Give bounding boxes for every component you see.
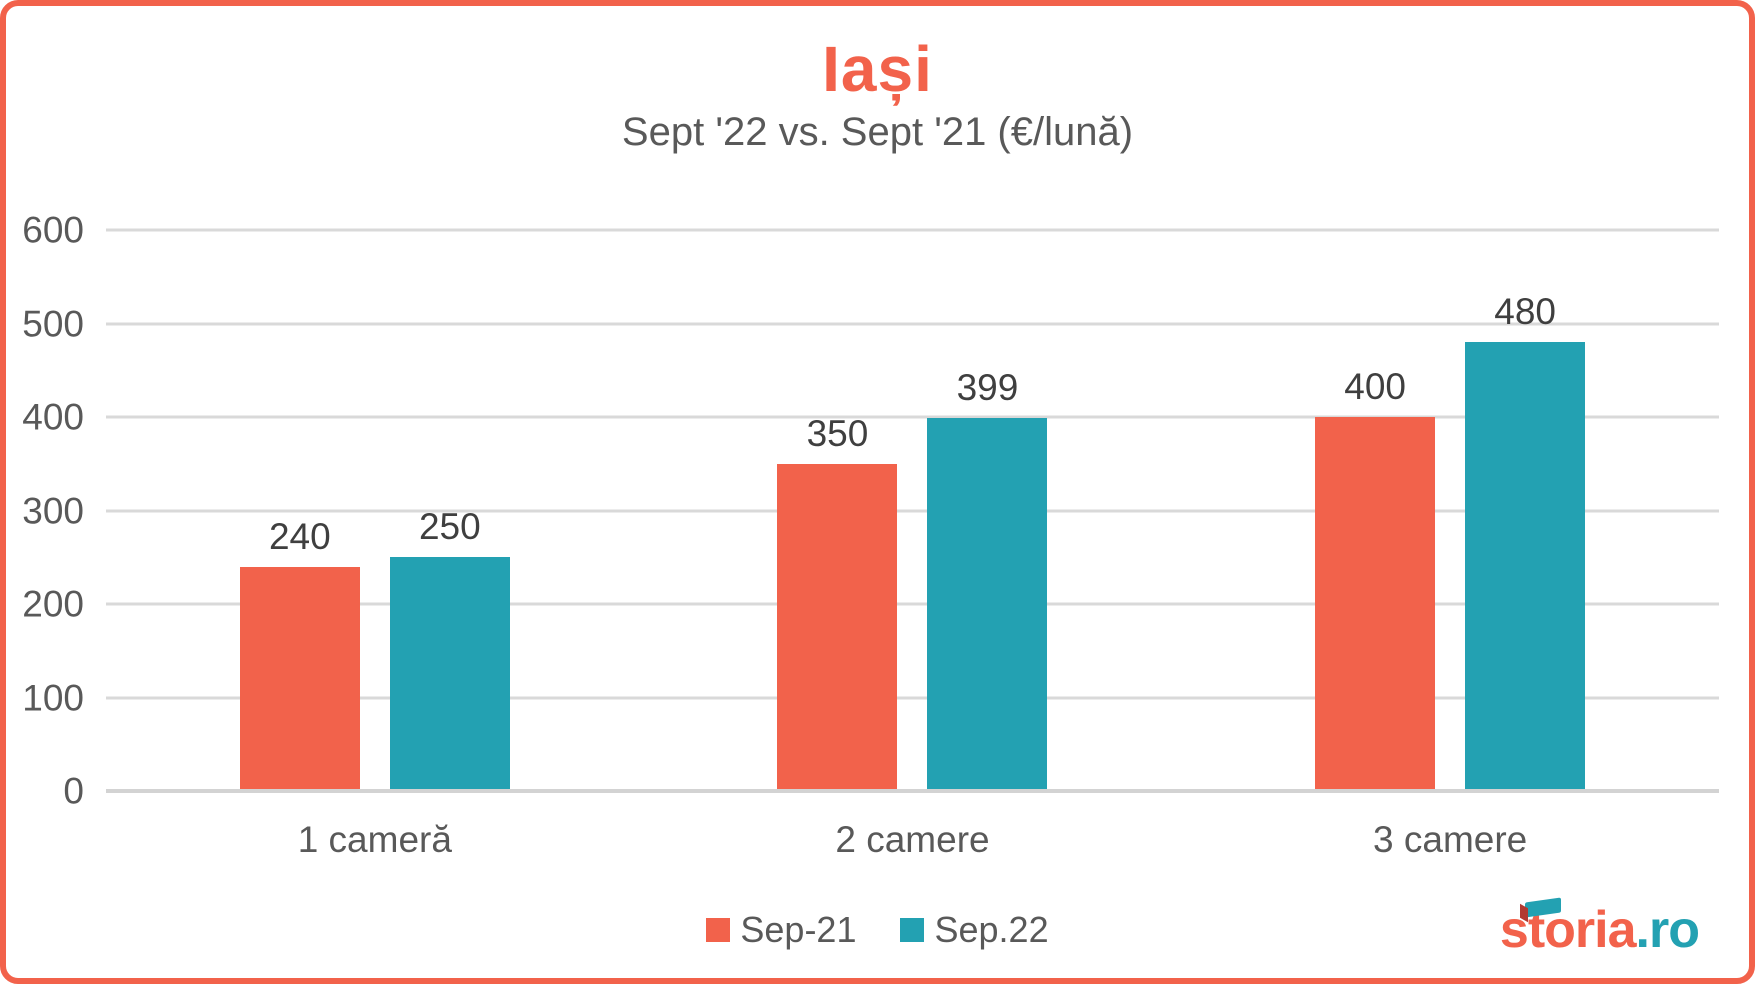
- gridline-400: [106, 415, 1719, 419]
- legend-item: Sep.22: [900, 909, 1049, 951]
- chart-title: Iași: [822, 33, 933, 105]
- y-axis-label-300: 300: [22, 490, 84, 531]
- bar-group-1: 240 250 1 cameră: [106, 230, 644, 860]
- bar-wrap: 250: [389, 506, 510, 791]
- logo-letter-t: t: [1519, 897, 1561, 956]
- y-axis-label-600: 600: [22, 209, 84, 251]
- y-axis-label-500: 500: [22, 303, 84, 344]
- bar-wrap: 399: [927, 366, 1048, 791]
- category-label: 3 camere: [1373, 819, 1528, 860]
- gridline-500: [106, 322, 1719, 325]
- bar-value-label: 350: [806, 412, 869, 454]
- bar-pair: 350 399: [777, 366, 1048, 791]
- legend-swatch-icon: [706, 918, 731, 942]
- plot-area: 0 100 200 300 400 500 600 240 250 1 cameră 350 399 2…: [22, 212, 1719, 860]
- legend-item: Sep-21: [706, 909, 856, 951]
- bar-pair: 400 480: [1315, 291, 1586, 791]
- logo-text-ro: .ro: [1635, 901, 1700, 959]
- bar-group-3: 400 480 3 camere: [1181, 230, 1719, 860]
- bar-group-2: 350 399 2 camere: [644, 230, 1182, 860]
- bar-wrap: 240: [239, 515, 360, 791]
- bar-value-label: 399: [956, 366, 1019, 408]
- bar-pair: 240 250: [239, 506, 510, 791]
- bar-sep-21: [777, 463, 898, 791]
- logo-text-oria: oria: [1544, 901, 1636, 959]
- storia-logo: st oria.ro: [1500, 897, 1700, 959]
- category-label: 2 camere: [835, 819, 990, 860]
- bar-value-label: 250: [418, 506, 481, 548]
- gridline-600: [106, 228, 1719, 232]
- bar-value-label: 480: [1494, 291, 1557, 333]
- bar-wrap: 350: [777, 412, 898, 791]
- bar-sep-21: [239, 566, 360, 791]
- bar-value-label: 400: [1344, 366, 1407, 407]
- category-label: 1 cameră: [297, 819, 452, 860]
- gridline-100: [106, 696, 1719, 699]
- bar-wrap: 400: [1315, 366, 1436, 791]
- gridline-0: [106, 789, 1719, 793]
- legend: Sep-21 Sep.22: [6, 909, 1749, 951]
- y-axis-label-100: 100: [22, 677, 84, 718]
- gridline-300: [106, 509, 1719, 512]
- y-axis-label-0: 0: [63, 770, 84, 812]
- bar-sep-22: [927, 417, 1048, 791]
- bar-wrap: 480: [1465, 291, 1586, 791]
- legend-swatch-icon: [900, 918, 925, 942]
- gridline-200: [106, 602, 1719, 606]
- legend-label: Sep-21: [740, 909, 857, 950]
- bar-sep-22: [389, 557, 510, 791]
- y-axis-label-400: 400: [22, 396, 84, 438]
- bar-sep-22: [1465, 342, 1586, 791]
- legend-label: Sep.22: [934, 909, 1049, 950]
- y-axis-label-200: 200: [22, 583, 84, 625]
- bar-sep-21: [1315, 417, 1436, 791]
- bar-value-label: 240: [268, 515, 331, 557]
- chart-subtitle: Sept '22 vs. Sept '21 (€/lună): [621, 110, 1134, 154]
